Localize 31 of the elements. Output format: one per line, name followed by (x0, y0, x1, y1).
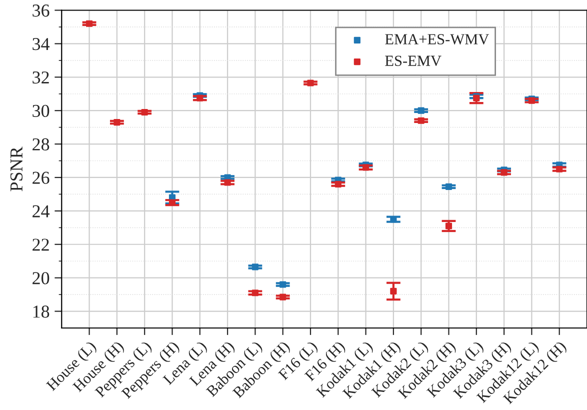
y-tick-label: 22 (32, 238, 49, 251)
point (445, 222, 452, 230)
y-tick-label: 20 (32, 272, 50, 284)
point (224, 179, 231, 186)
legend-label: ES-EMV (385, 56, 442, 66)
point (418, 117, 424, 124)
y-tick-label: 32 (32, 71, 49, 84)
point (280, 294, 286, 300)
point (390, 288, 397, 294)
y-tick-label: 24 (32, 205, 50, 218)
point (252, 290, 258, 296)
y-tick-label: 34 (32, 38, 50, 50)
point (500, 169, 508, 176)
y-tick-label: 28 (32, 138, 50, 150)
y-tick-label: 30 (32, 104, 50, 118)
legend-label: EMA+ES-WMV (385, 34, 490, 44)
point (86, 20, 93, 27)
point (334, 180, 342, 188)
point (362, 164, 370, 171)
y-axis-title: PSNR (10, 146, 23, 192)
point (445, 183, 452, 190)
point (196, 94, 204, 102)
point (252, 264, 258, 270)
point (114, 119, 120, 126)
y-tick-label: 26 (32, 172, 50, 184)
point (141, 108, 148, 116)
point (418, 107, 424, 114)
point (280, 281, 286, 288)
y-tick-label: 36 (32, 4, 50, 17)
point (556, 166, 563, 172)
y-tick-label: 18 (33, 306, 50, 318)
